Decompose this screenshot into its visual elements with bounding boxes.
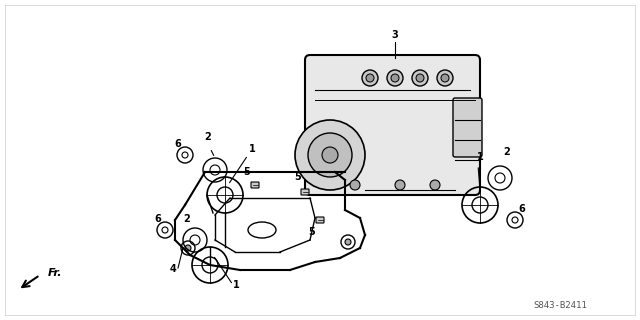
Circle shape: [322, 147, 338, 163]
Text: 4: 4: [170, 264, 177, 274]
Circle shape: [295, 120, 365, 190]
FancyBboxPatch shape: [301, 189, 309, 195]
Circle shape: [308, 133, 352, 177]
Circle shape: [395, 180, 405, 190]
Text: 5: 5: [244, 167, 250, 177]
Text: 1: 1: [248, 144, 255, 154]
Circle shape: [366, 74, 374, 82]
Circle shape: [362, 70, 378, 86]
FancyBboxPatch shape: [453, 98, 482, 157]
Text: 2: 2: [184, 214, 190, 224]
Text: 5: 5: [308, 227, 316, 237]
FancyBboxPatch shape: [251, 182, 259, 188]
Circle shape: [387, 70, 403, 86]
Circle shape: [437, 70, 453, 86]
Circle shape: [345, 239, 351, 245]
Text: Fr.: Fr.: [48, 268, 63, 278]
Text: 1: 1: [232, 280, 239, 290]
Text: 6: 6: [518, 204, 525, 214]
Text: 2: 2: [504, 147, 510, 157]
FancyBboxPatch shape: [316, 217, 324, 223]
Text: 3: 3: [392, 30, 398, 40]
Circle shape: [185, 245, 191, 251]
Text: 1: 1: [477, 152, 483, 162]
Text: 5: 5: [294, 172, 301, 182]
Circle shape: [441, 74, 449, 82]
Text: S843-B2411: S843-B2411: [533, 300, 587, 309]
Circle shape: [412, 70, 428, 86]
Circle shape: [430, 180, 440, 190]
Circle shape: [416, 74, 424, 82]
FancyBboxPatch shape: [305, 55, 480, 195]
Text: 2: 2: [205, 132, 211, 142]
Circle shape: [350, 180, 360, 190]
Text: 6: 6: [175, 139, 181, 149]
Text: 6: 6: [155, 214, 161, 224]
Circle shape: [391, 74, 399, 82]
